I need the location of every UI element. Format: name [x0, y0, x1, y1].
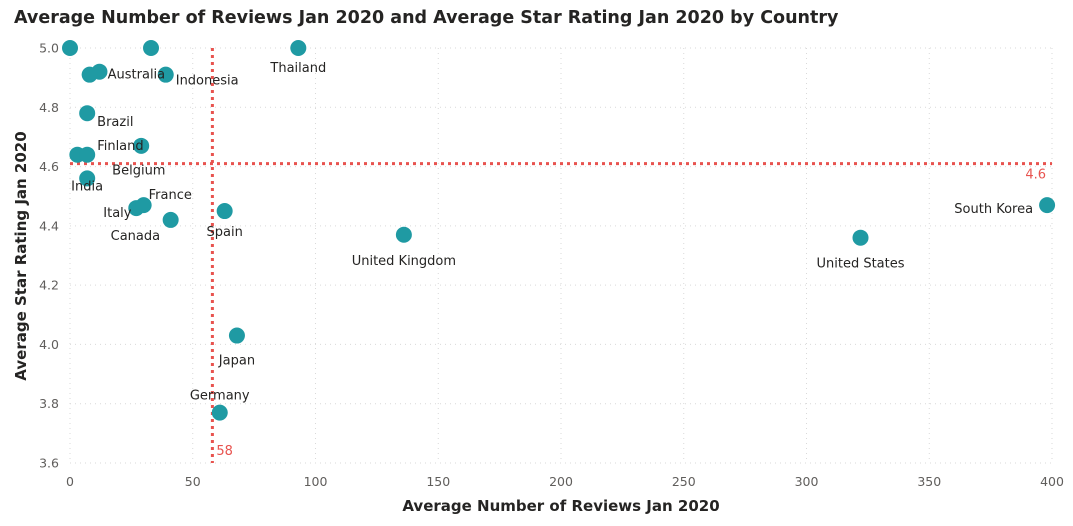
x-tick-label: 350 — [917, 474, 941, 489]
data-point-label: India — [71, 179, 103, 194]
data-point[interactable] — [162, 211, 179, 228]
y-tick-label: 4.0 — [39, 337, 59, 352]
data-point[interactable] — [216, 203, 233, 220]
y-tick-label: 5.0 — [39, 41, 59, 56]
x-tick-label: 200 — [549, 474, 573, 489]
x-tick-label: 150 — [426, 474, 450, 489]
data-point[interactable] — [79, 170, 96, 187]
data-point[interactable] — [211, 404, 228, 421]
x-axis-title: Average Number of Reviews Jan 2020 — [402, 497, 719, 515]
data-point-label: France — [149, 188, 192, 203]
data-point-label: United Kingdom — [352, 254, 456, 269]
data-point[interactable] — [143, 40, 160, 56]
data-point-label: Indonesia — [176, 74, 239, 89]
x-tick-label: 50 — [185, 474, 201, 489]
data-point[interactable] — [290, 40, 307, 56]
y-axis-ticks: 3.6 3.8 4.0 4.2 4.4 4.6 4.8 5.0 — [39, 41, 59, 471]
x-axis-ticks: 0 50 100 150 200 250 300 350 400 — [66, 474, 1064, 489]
x-tick-label: 300 — [795, 474, 819, 489]
data-point-label: Thailand — [269, 61, 326, 76]
data-point[interactable] — [79, 105, 96, 122]
y-tick-label: 4.6 — [39, 159, 59, 174]
data-point[interactable] — [395, 226, 412, 243]
data-point[interactable] — [1039, 197, 1056, 214]
data-point[interactable] — [228, 327, 245, 344]
data-point-label: Spain — [207, 225, 243, 240]
data-point[interactable] — [62, 40, 78, 56]
data-point[interactable] — [81, 66, 98, 83]
data-point-label: Belgium — [112, 164, 165, 179]
x-tick-label: 100 — [304, 474, 328, 489]
data-point-label: Canada — [111, 229, 160, 244]
y-tick-label: 3.8 — [39, 396, 59, 411]
grid-lines — [69, 47, 1053, 464]
data-point[interactable] — [133, 137, 150, 154]
y-tick-label: 3.6 — [39, 456, 59, 471]
y-tick-label: 4.4 — [39, 218, 59, 233]
data-point[interactable] — [135, 197, 152, 214]
reference-lines: 584.6 — [70, 48, 1052, 463]
data-point-label: Japan — [218, 354, 255, 369]
y-tick-label: 4.2 — [39, 278, 59, 293]
data-point-label: Finland — [97, 139, 143, 154]
y-reference-label: 4.6 — [1025, 168, 1046, 183]
y-axis-title: Average Star Rating Jan 2020 — [12, 131, 30, 380]
data-point-label: Italy — [103, 206, 132, 221]
x-tick-label: 400 — [1040, 474, 1064, 489]
data-points — [62, 40, 1056, 421]
point-labels: Thailand Australia Indonesia Brazil Finland B… — [71, 61, 1033, 404]
data-point[interactable] — [852, 229, 869, 246]
y-tick-label: 4.8 — [39, 100, 59, 115]
data-point-label: South Korea — [954, 202, 1033, 217]
chart-title: Average Number of Reviews Jan 2020 and A… — [14, 8, 839, 28]
x-reference-label: 58 — [216, 444, 233, 459]
data-point[interactable] — [157, 66, 174, 83]
data-point-label: Australia — [108, 68, 166, 83]
data-point-label: United States — [816, 257, 904, 272]
data-point[interactable] — [79, 146, 96, 163]
data-point-label: Brazil — [97, 115, 133, 130]
x-tick-label: 0 — [66, 474, 74, 489]
x-tick-label: 250 — [672, 474, 696, 489]
data-point-label: Germany — [190, 389, 250, 404]
